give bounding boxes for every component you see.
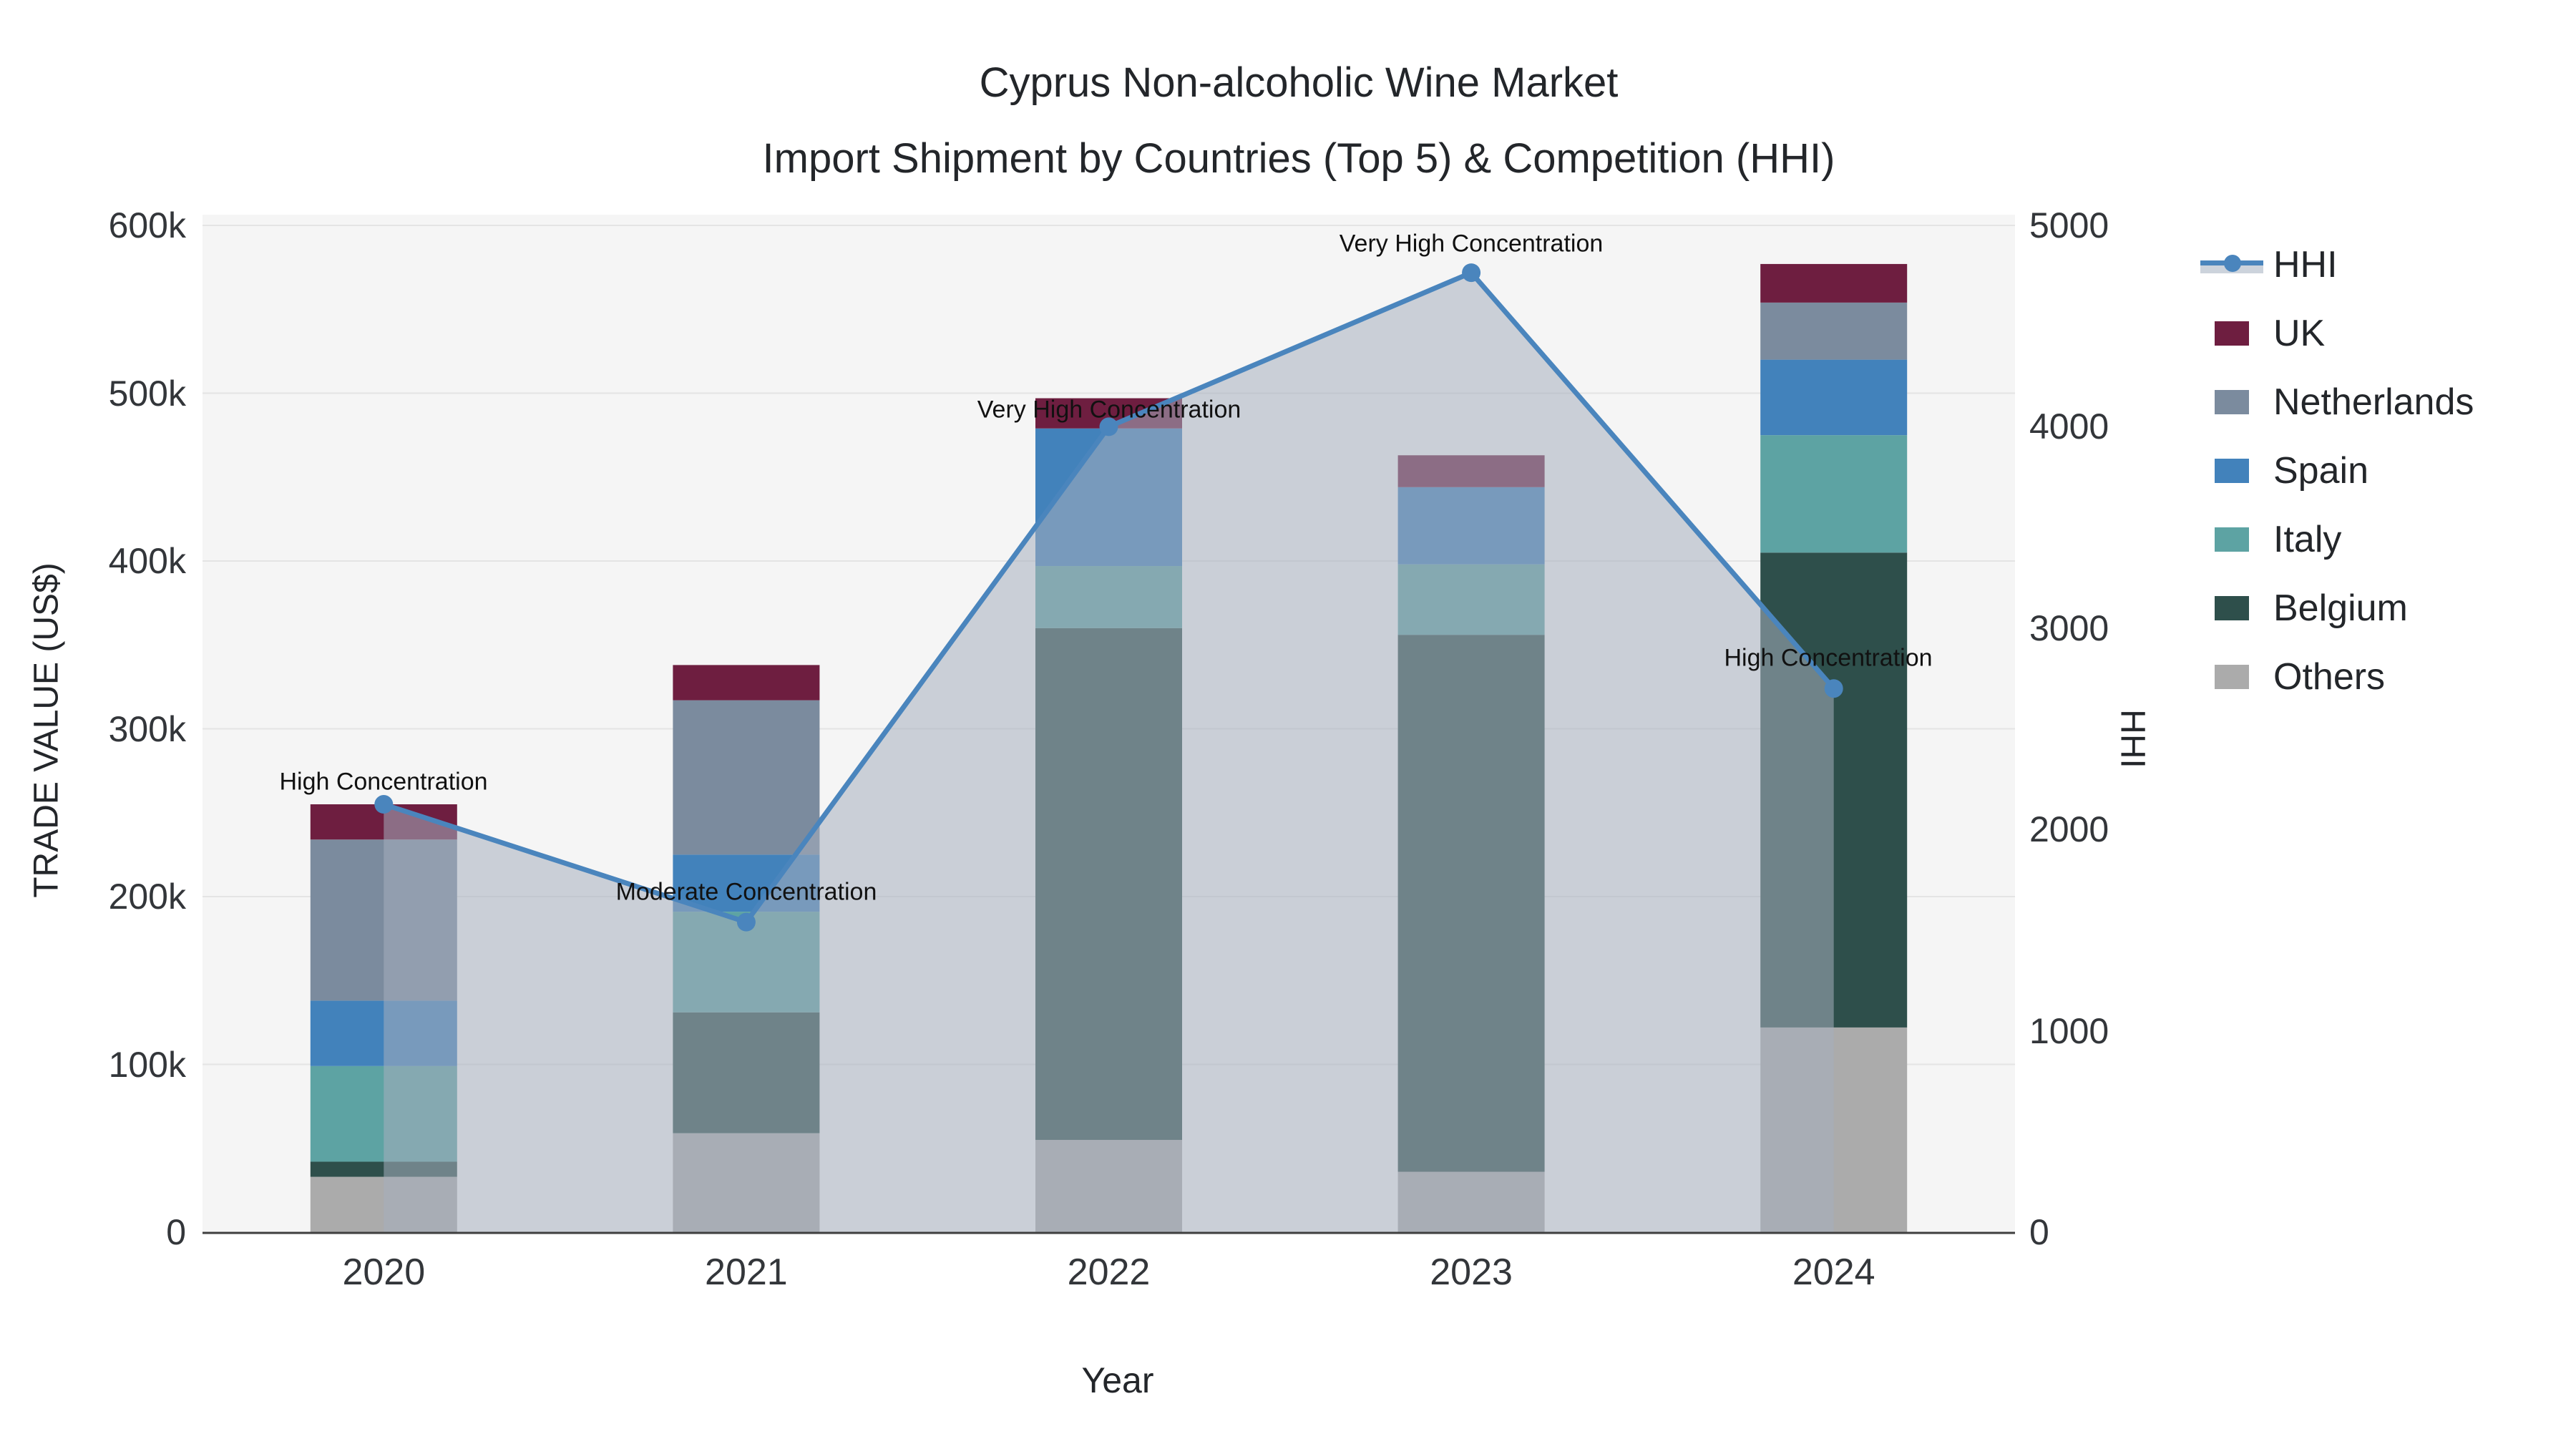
bar-segment-uk-2024	[1760, 263, 1908, 303]
legend-item-belgium[interactable]: Belgium	[2215, 574, 2474, 643]
y-left-tick-600k: 600k	[108, 205, 186, 245]
annotation-2024: High Concentration	[1724, 644, 1933, 672]
annotation-2021: Moderate Concentration	[615, 878, 877, 906]
y-left-tick-500k: 500k	[108, 373, 186, 414]
others-color-swatch	[2215, 665, 2249, 689]
bar-segment-italy-2024	[1760, 435, 1908, 553]
legend-item-others[interactable]: Others	[2215, 643, 2474, 711]
y-right-tick-0: 0	[2029, 1212, 2049, 1252]
legend-item-netherlands[interactable]: Netherlands	[2215, 368, 2474, 436]
legend-label: Italy	[2273, 519, 2342, 560]
y-left-tick-0: 0	[166, 1212, 186, 1252]
y-right-tick-5000: 5000	[2029, 205, 2109, 245]
legend-label: Belgium	[2273, 587, 2408, 629]
bar-segment-netherlands-2024	[1760, 302, 1908, 360]
legend: HHI UK Netherlands Spain Italy Belgium Others	[2200, 230, 2474, 711]
legend-item-italy[interactable]: Italy	[2215, 505, 2474, 574]
belgium-color-swatch	[2215, 596, 2249, 620]
x-tick-2021: 2021	[705, 1252, 788, 1293]
spain-color-swatch	[2215, 459, 2249, 483]
x-tick-2023: 2023	[1430, 1252, 1513, 1293]
hhi-area-polygon	[384, 273, 1834, 1232]
annotation-2022: Very High Concentration	[977, 396, 1241, 424]
legend-label: Netherlands	[2273, 381, 2474, 423]
chart-title-line1: Cyprus Non-alcoholic Wine Market	[979, 59, 1619, 106]
legend-label: UK	[2273, 313, 2326, 354]
x-tick-2024: 2024	[1792, 1252, 1875, 1293]
annotation-2023: Very High Concentration	[1339, 230, 1604, 258]
legend-item-spain[interactable]: Spain	[2215, 436, 2474, 505]
y-right-tick-4000: 4000	[2029, 406, 2109, 447]
hhi-area-fill	[384, 273, 1834, 1232]
hhi-line	[374, 263, 1843, 932]
uk-color-swatch	[2215, 321, 2249, 346]
legend-item-hhi[interactable]: HHI	[2200, 230, 2474, 299]
y-right-tick-3000: 3000	[2029, 608, 2109, 648]
y-left-tick-400k: 400k	[108, 541, 186, 581]
bar-segment-spain-2024	[1760, 359, 1908, 436]
legend-item-uk[interactable]: UK	[2215, 299, 2474, 368]
hhi-marker-2022	[1099, 417, 1118, 436]
hhi-marker-2024	[1824, 679, 1843, 698]
y-left-tick-100k: 100k	[108, 1044, 186, 1085]
bar-segment-netherlands-2021	[673, 700, 820, 855]
hhi-marker-2020	[374, 795, 394, 814]
legend-label: Spain	[2273, 450, 2368, 492]
x-tick-2020: 2020	[342, 1252, 426, 1293]
y-left-tick-300k: 300k	[108, 708, 186, 749]
chart-title-line2: Import Shipment by Countries (Top 5) & C…	[762, 135, 1835, 182]
y-right-tick-1000: 1000	[2029, 1010, 2109, 1051]
y-right-tick-2000: 2000	[2029, 809, 2109, 850]
italy-color-swatch	[2215, 527, 2249, 552]
x-axis-title: Year	[1081, 1360, 1154, 1400]
netherlands-color-swatch	[2215, 390, 2249, 414]
y-axis-right-title: HHI	[2113, 709, 2152, 769]
y-left-tick-200k: 200k	[108, 877, 186, 917]
legend-label: Others	[2273, 656, 2386, 698]
bar-segment-uk-2021	[673, 665, 820, 701]
legend-label: HHI	[2273, 244, 2338, 286]
hhi-marker-2021	[736, 912, 756, 932]
y-axis-left-title: TRADE VALUE (US$)	[27, 562, 66, 898]
hhi-marker-2023	[1462, 263, 1481, 283]
x-tick-2022: 2022	[1067, 1252, 1151, 1293]
annotation-2020: High Concentration	[279, 768, 488, 796]
hhi-line-legend-symbol	[2200, 250, 2263, 279]
